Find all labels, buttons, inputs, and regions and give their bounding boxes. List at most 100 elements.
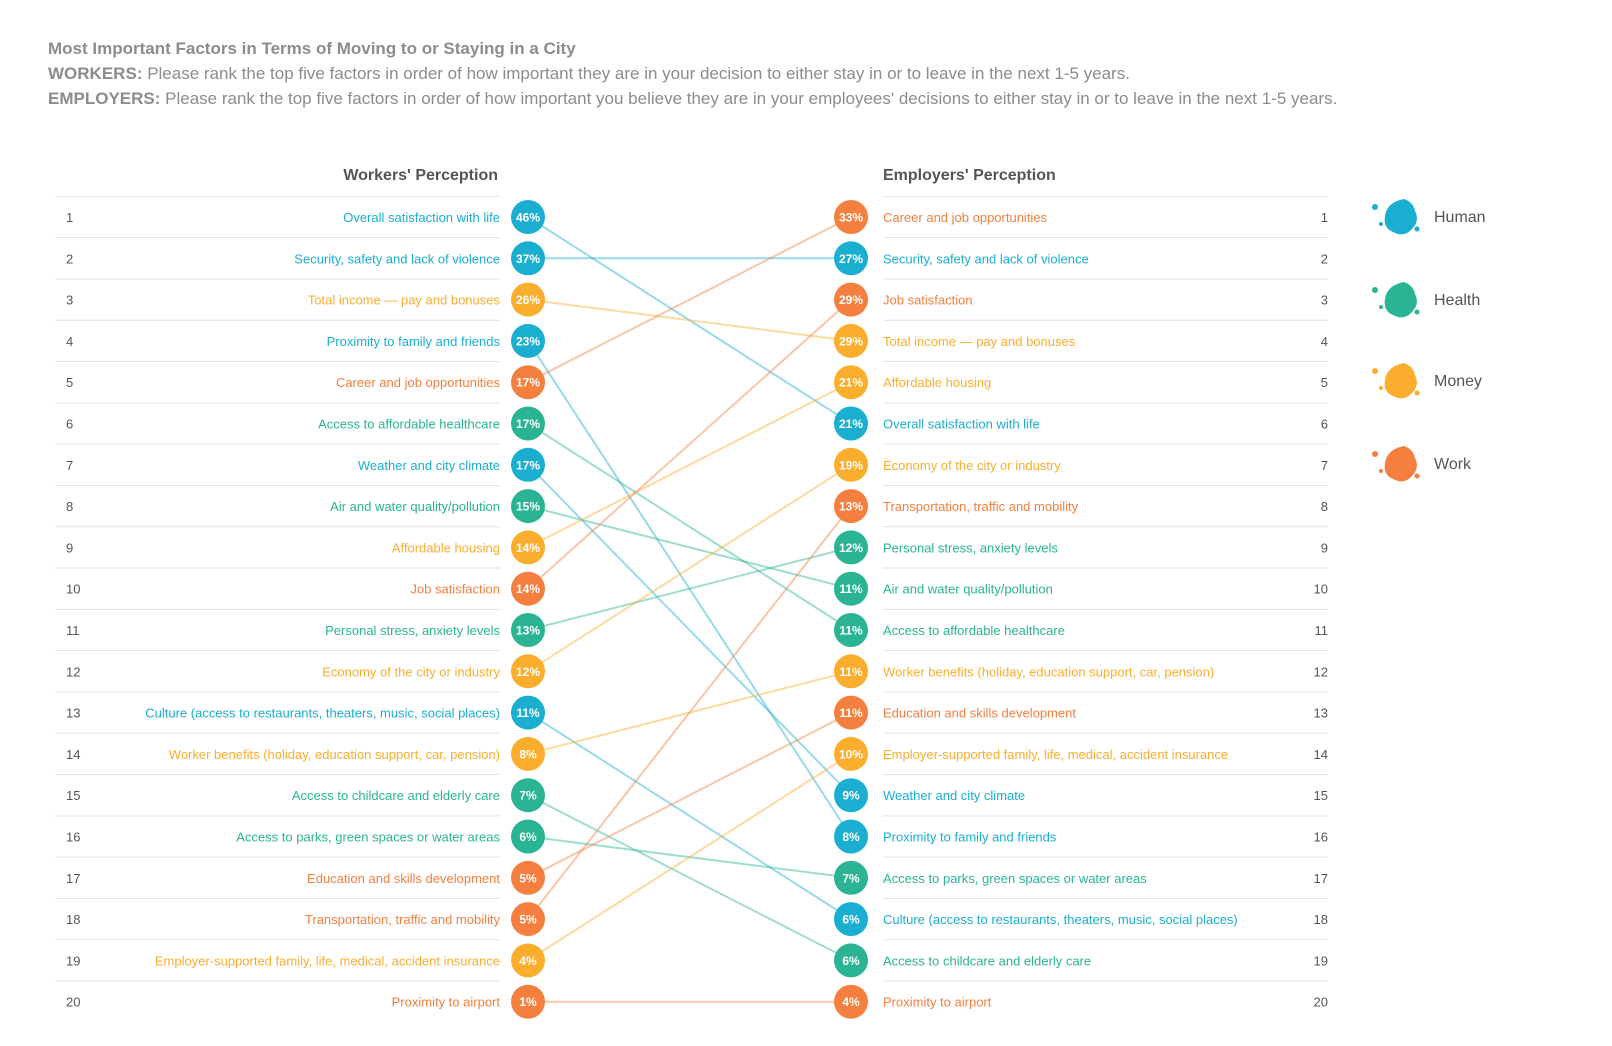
rank-label: 1 bbox=[1321, 210, 1328, 225]
worker-factor-label: Air and water quality/pollution bbox=[330, 499, 500, 514]
rank-label: 17 bbox=[1314, 871, 1328, 886]
connector-line bbox=[527, 464, 852, 796]
employer-factor-label: Total income — pay and bonuses bbox=[883, 334, 1076, 349]
legend-item-money: Money bbox=[1372, 363, 1482, 399]
employer-value-label: 9% bbox=[842, 789, 860, 803]
worker-factor-label: Access to childcare and elderly care bbox=[292, 788, 500, 803]
employer-factor-label: Job satisfaction bbox=[883, 293, 973, 308]
employer-value-dot bbox=[834, 654, 868, 689]
employer-value-dot bbox=[834, 200, 868, 234]
rank-label: 11 bbox=[66, 623, 80, 638]
rank-label: 16 bbox=[66, 830, 80, 845]
worker-value-dot bbox=[511, 984, 545, 1019]
connector-line bbox=[527, 422, 852, 631]
rank-label: 18 bbox=[1314, 912, 1328, 927]
rank-label: 3 bbox=[1321, 293, 1328, 308]
worker-value-label: 17% bbox=[516, 458, 540, 472]
worker-factor-label: Overall satisfaction with life bbox=[343, 210, 500, 225]
legend-label: Work bbox=[1434, 456, 1472, 473]
legend-splash-drop bbox=[1379, 386, 1383, 390]
rank-label: 14 bbox=[66, 747, 80, 762]
connector-line bbox=[527, 340, 852, 838]
worker-value-label: 14% bbox=[516, 582, 540, 596]
worker-value-label: 8% bbox=[519, 747, 537, 761]
legend-splash-drop bbox=[1372, 368, 1378, 374]
worker-factor-label: Proximity to family and friends bbox=[327, 334, 501, 349]
worker-value-dot bbox=[511, 571, 545, 606]
legend-label: Human bbox=[1434, 209, 1486, 226]
employer-factor-label: Air and water quality/pollution bbox=[883, 582, 1053, 597]
employer-value-label: 27% bbox=[839, 252, 863, 266]
employers-question-text: Please rank the top five factors in orde… bbox=[165, 89, 1338, 108]
rank-label: 20 bbox=[66, 995, 80, 1010]
worker-value-label: 37% bbox=[516, 252, 540, 266]
worker-factor-label: Career and job opportunities bbox=[336, 375, 501, 390]
worker-value-label: 15% bbox=[516, 500, 540, 514]
connector-line bbox=[527, 463, 852, 673]
rank-label: 10 bbox=[1314, 582, 1328, 597]
employer-value-dot bbox=[834, 365, 868, 400]
employer-value-dot bbox=[834, 282, 868, 317]
legend-splash-drop bbox=[1379, 222, 1383, 226]
rank-label: 2 bbox=[66, 251, 73, 266]
employer-value-dot bbox=[834, 984, 868, 1019]
worker-value-label: 26% bbox=[516, 293, 540, 307]
workers-label: WORKERS: bbox=[48, 64, 143, 83]
legend-splash-drop bbox=[1414, 473, 1420, 479]
employer-value-dot bbox=[834, 819, 868, 854]
worker-factor-label: Access to affordable healthcare bbox=[318, 417, 500, 432]
worker-value-label: 7% bbox=[519, 789, 537, 803]
rank-label: 12 bbox=[66, 664, 80, 679]
employer-factor-label: Proximity to airport bbox=[883, 995, 992, 1010]
employer-value-label: 11% bbox=[839, 706, 863, 720]
worker-value-dot bbox=[511, 406, 545, 441]
worker-value-label: 11% bbox=[516, 706, 540, 720]
employer-value-label: 11% bbox=[839, 665, 863, 679]
worker-factor-label: Employer-supported family, life, medical… bbox=[155, 953, 500, 968]
employer-factor-label: Access to childcare and elderly care bbox=[883, 953, 1091, 968]
connector-line bbox=[527, 835, 852, 879]
worker-factor-label: Security, safety and lack of violence bbox=[294, 251, 500, 266]
employer-value-dot bbox=[834, 695, 868, 730]
employer-value-label: 11% bbox=[839, 582, 863, 596]
legend-splash-icon bbox=[1384, 446, 1417, 482]
worker-value-dot bbox=[511, 613, 545, 647]
worker-value-label: 17% bbox=[516, 417, 540, 431]
employer-value-label: 7% bbox=[842, 871, 860, 885]
chart-header: Most Important Factors in Terms of Movin… bbox=[48, 36, 1337, 111]
employer-value-label: 11% bbox=[839, 624, 863, 638]
worker-value-dot bbox=[511, 736, 545, 771]
worker-value-label: 5% bbox=[519, 871, 537, 885]
legend-splash-drop bbox=[1379, 305, 1383, 309]
employer-value-dot bbox=[834, 489, 868, 524]
rank-label: 17 bbox=[66, 871, 80, 886]
worker-factor-label: Weather and city climate bbox=[358, 458, 500, 473]
worker-value-dot bbox=[511, 365, 545, 400]
employer-factor-label: Education and skills development bbox=[883, 706, 1076, 721]
worker-value-dot bbox=[511, 654, 545, 689]
connector-line bbox=[527, 381, 852, 549]
employer-value-label: 21% bbox=[839, 376, 863, 390]
employer-factor-label: Weather and city climate bbox=[883, 788, 1025, 803]
employer-value-label: 4% bbox=[842, 995, 860, 1009]
legend-splash-drop bbox=[1414, 226, 1420, 232]
worker-value-label: 23% bbox=[516, 334, 540, 348]
connector-line bbox=[527, 794, 852, 962]
connector-line bbox=[527, 670, 852, 755]
employer-value-label: 8% bbox=[842, 830, 860, 844]
employer-factor-label: Employer-supported family, life, medical… bbox=[883, 747, 1228, 762]
row-rules bbox=[55, 195, 1328, 982]
connector-line bbox=[527, 505, 852, 920]
rank-label: 7 bbox=[66, 458, 73, 473]
connector-line bbox=[527, 753, 852, 962]
rank-label: 5 bbox=[66, 375, 73, 390]
connector-line bbox=[527, 546, 852, 631]
worker-factor-label: Economy of the city or industry bbox=[322, 664, 500, 679]
worker-value-label: 6% bbox=[519, 830, 537, 844]
worker-value-dot bbox=[511, 943, 545, 978]
employer-value-dot bbox=[834, 447, 868, 482]
employer-value-label: 21% bbox=[839, 417, 863, 431]
worker-factor-label: Job satisfaction bbox=[410, 582, 500, 597]
connector-line bbox=[527, 298, 852, 342]
